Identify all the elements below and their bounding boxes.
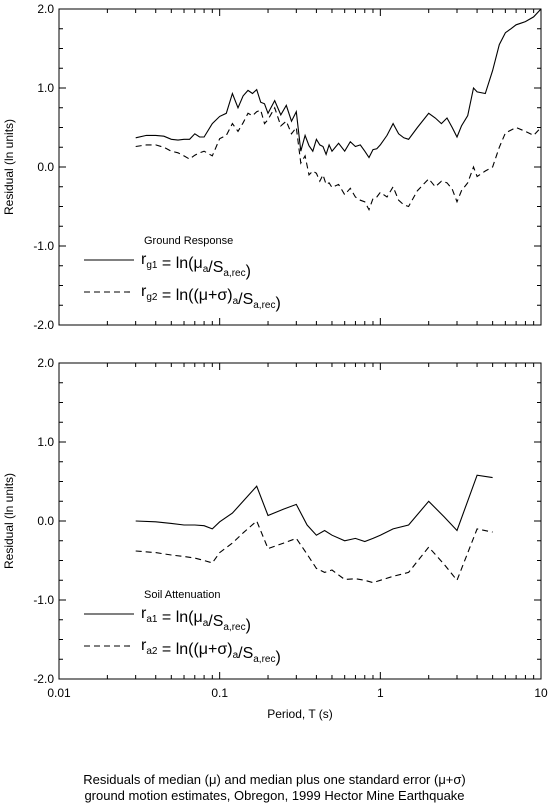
y-axis-label: Residual (ln units)	[2, 473, 16, 569]
x-tick-label: 10	[534, 686, 548, 700]
y-tick-label: 1.0	[37, 81, 54, 95]
x-tick-label: 1	[377, 686, 384, 700]
y-tick-label: -1.0	[33, 239, 54, 253]
series-line-g1	[135, 8, 542, 159]
caption-line-1: Residuals of median (μ) and median plus …	[83, 772, 466, 787]
y-tick-label: 1.0	[37, 435, 54, 449]
panel-title: Ground Response	[144, 235, 233, 247]
y-tick-label: -2.0	[33, 318, 54, 332]
x-tick-label: 0.1	[211, 686, 228, 700]
caption-line-2: ground motion estimates, Obregon, 1999 H…	[84, 788, 465, 803]
legend-entry: rg1 = ln(μa/Sa,rec)	[141, 251, 251, 280]
plot-frame	[58, 362, 542, 680]
y-tick-label: -2.0	[33, 672, 54, 686]
legend-entry: ra1 = ln(μa/Sa,rec)	[141, 605, 251, 634]
series-line-g2	[135, 106, 542, 212]
chart-panel-2: -2.0 -1.0 0.0 1.0 2.0 0.01 0.1 1 10 Period, T (s)…	[2, 356, 548, 721]
x-axis-label: Period, T (s)	[267, 707, 333, 721]
legend-entry: rg2 = ln((μ+σ)a/Sa,rec)	[141, 283, 281, 312]
x-tick-label: 0.01	[47, 686, 71, 700]
y-axis-label: Residual (ln units)	[2, 119, 16, 215]
y-tick-label: 0.0	[37, 514, 54, 528]
y-tick-label: 2.0	[37, 356, 54, 370]
legend-entry: ra2 = ln((μ+σ)a/Sa,rec)	[141, 637, 281, 666]
series-line-a2	[135, 520, 493, 584]
series-line-a1	[135, 474, 493, 543]
y-tick-label: -1.0	[33, 593, 54, 607]
y-tick-label: 0.0	[37, 160, 54, 174]
chart-panel-1: -2.0 -1.0 0.0 1.0 2.0 Residual (ln units) Grou…	[2, 2, 542, 332]
y-tick-label: 2.0	[37, 2, 54, 16]
panel-title: Soil Attenuation	[144, 589, 220, 601]
plot-frame	[58, 8, 542, 326]
